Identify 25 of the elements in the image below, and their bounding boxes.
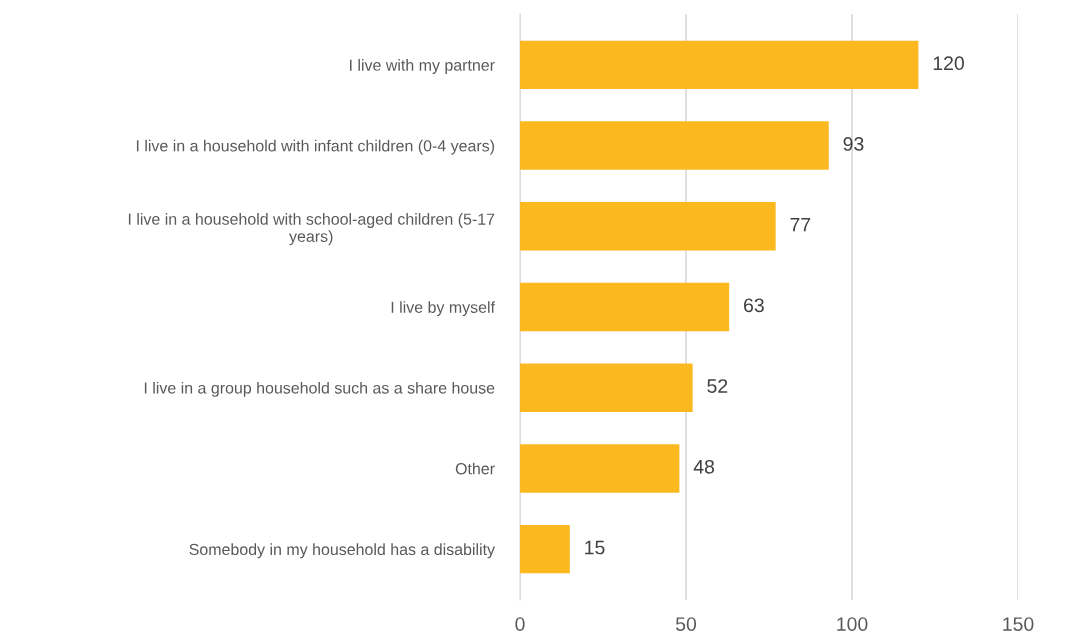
x-tick-label: 0	[515, 617, 525, 631]
y-tick-label: I live in a household with school-aged children (5-17 years)	[128, 213, 495, 246]
y-tick-label: I live with my partner	[350, 59, 495, 74]
y-tick-label: Other	[455, 462, 495, 475]
data-label: 93	[843, 137, 864, 151]
data-label: 120	[933, 56, 964, 71]
bar	[520, 282, 730, 332]
data-label: 77	[790, 217, 811, 232]
bar	[520, 524, 570, 574]
data-label: 63	[744, 298, 764, 313]
bar	[520, 444, 680, 493]
bar	[520, 363, 693, 412]
y-tick-label: I live by myself	[391, 301, 496, 317]
y-tick-label: I live in a group household such as a share house	[144, 381, 495, 397]
data-label: 15	[585, 540, 605, 555]
x-tick-label: 100	[837, 617, 868, 631]
bar	[520, 121, 829, 170]
data-label: 48	[693, 459, 715, 474]
y-tick-label: Somebody in my household has a disability	[189, 543, 495, 559]
bar	[520, 40, 919, 90]
data-label: 52	[707, 379, 728, 393]
y-tick-label: I live in a household with infant children (0-4 years)	[136, 139, 495, 155]
bar	[520, 202, 776, 251]
x-tick-label: 150	[1003, 617, 1034, 631]
x-tick-label: 50	[675, 617, 697, 631]
